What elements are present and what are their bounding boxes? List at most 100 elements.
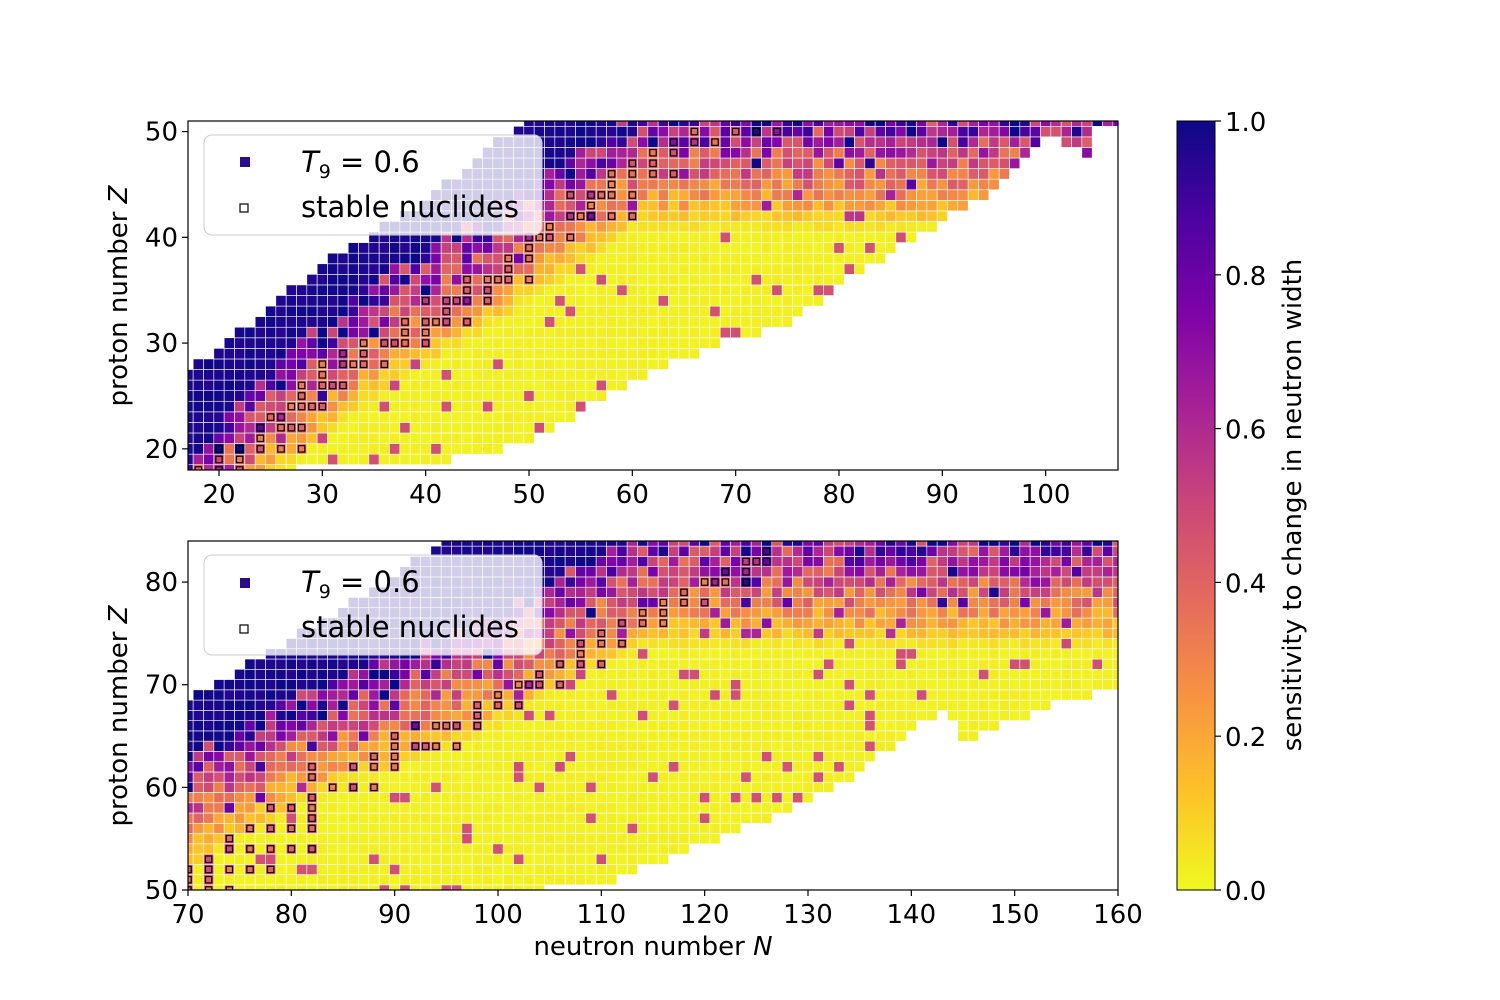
heatmap-cell <box>564 658 576 670</box>
heatmap-cell <box>265 453 277 466</box>
heatmap-cell <box>575 348 587 360</box>
heatmap-cell <box>461 792 473 804</box>
heatmap-cell <box>668 751 680 762</box>
heatmap-cell <box>668 231 680 243</box>
heatmap-cell <box>378 761 390 773</box>
heatmap-cell <box>967 627 979 639</box>
heatmap-cell <box>988 699 1000 711</box>
heatmap-cell <box>843 189 855 201</box>
heatmap-cell <box>451 242 463 254</box>
heatmap-cell <box>637 566 649 578</box>
heatmap-cell <box>771 274 783 286</box>
heatmap-cell <box>285 358 297 370</box>
heatmap-cell <box>750 740 762 752</box>
heatmap-cell <box>678 305 690 317</box>
heatmap-cell <box>740 597 752 609</box>
heatmap-cell <box>337 316 349 328</box>
heatmap-cell <box>544 771 556 783</box>
heatmap-cell <box>668 157 680 169</box>
heatmap-cell <box>213 751 225 762</box>
heatmap-cell <box>709 720 721 732</box>
heatmap-cell <box>802 210 814 222</box>
heatmap-cell <box>492 369 504 381</box>
heatmap-cell <box>926 157 938 169</box>
heatmap-cell <box>482 541 494 547</box>
heatmap-cell <box>192 432 204 444</box>
stable-nuclide-marker <box>277 445 285 453</box>
heatmap-cell <box>637 802 649 814</box>
heatmap-cell <box>678 576 690 588</box>
heatmap-cell <box>254 390 266 402</box>
heatmap-cell <box>740 648 752 660</box>
heatmap-cell <box>740 761 752 773</box>
heatmap-cell <box>461 390 473 402</box>
heatmap-cell <box>265 658 277 670</box>
heatmap-cell <box>678 121 690 127</box>
heatmap-cell <box>626 710 638 721</box>
heatmap-cell <box>864 751 876 762</box>
heatmap-cell <box>668 710 680 721</box>
heatmap-cell <box>936 566 948 578</box>
heatmap-cell <box>409 263 421 275</box>
heatmap-cell <box>523 874 535 886</box>
heatmap-cell <box>740 710 752 721</box>
heatmap-cell <box>296 833 308 845</box>
heatmap-cell <box>575 576 587 588</box>
heatmap-cell <box>647 699 659 711</box>
heatmap-cell <box>781 740 793 752</box>
heatmap-cell <box>916 586 928 598</box>
heatmap-cell <box>223 400 235 413</box>
heatmap-cell <box>967 597 979 609</box>
heatmap-cell <box>234 337 246 349</box>
heatmap-cell <box>337 252 349 265</box>
heatmap-cell <box>471 843 483 855</box>
heatmap-cell <box>327 802 339 814</box>
heatmap-cell <box>585 168 597 180</box>
heatmap-cell <box>420 284 432 296</box>
heatmap-cell <box>585 379 597 391</box>
heatmap-cell <box>275 326 287 339</box>
heatmap-cell <box>616 348 628 360</box>
heatmap-cell <box>761 658 773 670</box>
heatmap-cell <box>719 274 731 286</box>
heatmap-cell <box>409 710 421 721</box>
heatmap-cell <box>843 771 855 783</box>
stable-nuclide-marker <box>545 233 554 242</box>
heatmap-cell <box>709 812 721 824</box>
heatmap-cell <box>719 699 731 711</box>
heatmap-cell <box>668 597 680 609</box>
heatmap-cell <box>647 751 659 762</box>
heatmap-cell <box>275 761 287 773</box>
heatmap-cell <box>668 720 680 732</box>
heatmap-cell <box>719 822 731 834</box>
stable-nuclide-marker <box>597 660 606 668</box>
heatmap-cell <box>554 812 566 824</box>
stable-nuclide-marker <box>773 127 781 136</box>
heatmap-cell <box>513 761 525 773</box>
heatmap-cell <box>699 316 711 328</box>
heatmap-cell <box>244 348 256 360</box>
heatmap-cell <box>502 730 514 742</box>
heatmap-cell <box>750 812 762 824</box>
stable-nuclide-marker <box>452 742 461 751</box>
heatmap-cell <box>502 432 514 444</box>
stable-nuclide-marker <box>566 191 575 199</box>
heatmap-cell <box>709 710 721 721</box>
heatmap-cell <box>564 274 576 286</box>
heatmap-cell <box>771 761 783 773</box>
heatmap-cell <box>709 295 721 307</box>
heatmap-cell <box>368 802 380 814</box>
heatmap-cell <box>864 576 876 588</box>
stable-nuclide-marker <box>308 824 316 833</box>
heatmap-cell <box>213 822 225 834</box>
heatmap-cell <box>337 843 349 855</box>
heatmap-cell <box>647 136 659 148</box>
heatmap-cell <box>988 576 1000 588</box>
heatmap-cell <box>978 648 990 660</box>
heatmap-cell <box>833 252 845 265</box>
heatmap-cell <box>1019 658 1031 670</box>
heatmap-cell <box>626 761 638 773</box>
heatmap-cell <box>223 422 235 434</box>
heatmap-cell <box>1019 545 1031 557</box>
heatmap-cell <box>802 607 814 619</box>
